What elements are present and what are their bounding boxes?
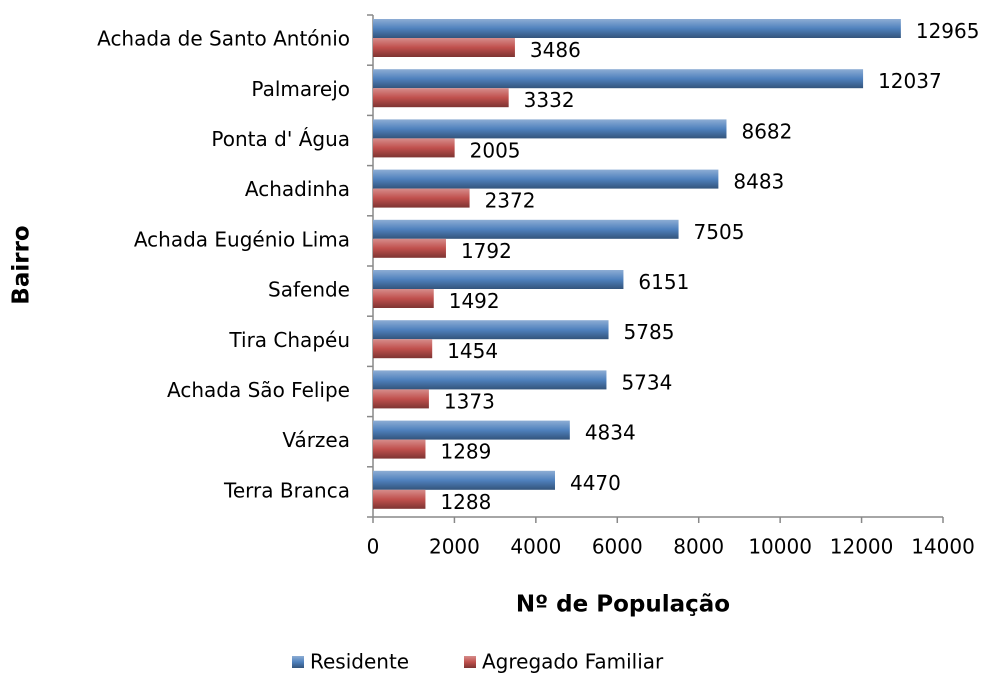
bar	[373, 389, 429, 409]
value-label: 7505	[694, 220, 745, 244]
bar	[373, 370, 607, 390]
bar	[373, 238, 446, 258]
value-label: 1454	[447, 339, 498, 363]
bar	[373, 470, 555, 490]
bar	[373, 188, 470, 208]
x-tick-label: 4000	[510, 535, 561, 559]
y-tick-label: Achada de Santo António	[97, 27, 350, 51]
bar	[373, 289, 434, 308]
value-label: 2005	[470, 138, 521, 162]
x-tick-label: 12000	[830, 535, 894, 559]
value-label: 1289	[440, 440, 491, 464]
bar	[373, 339, 433, 359]
bar	[373, 439, 426, 459]
value-label: 6151	[638, 270, 689, 294]
legend-label: Agregado Familiar	[482, 650, 664, 674]
y-tick-label: Safende	[268, 278, 350, 302]
bar	[373, 270, 624, 289]
y-tick-label: Palmarejo	[251, 77, 350, 101]
y-tick-label: Ponta d' Água	[211, 127, 350, 151]
value-label: 1373	[444, 389, 495, 413]
y-tick-label: Achada Eugénio Lima	[134, 227, 350, 251]
value-label: 12965	[916, 19, 980, 43]
x-tick-label: 8000	[673, 535, 724, 559]
x-tick-label: 0	[367, 535, 380, 559]
value-label: 4470	[570, 471, 621, 495]
value-label: 1492	[449, 289, 500, 313]
value-label: 3486	[530, 38, 581, 62]
value-label: 12037	[878, 69, 942, 93]
legend-swatch	[464, 656, 476, 668]
y-axis-title: Bairro	[9, 225, 35, 304]
legend-label: Residente	[310, 650, 409, 674]
value-label: 1288	[440, 490, 491, 514]
x-tick-label: 10000	[748, 535, 812, 559]
x-axis-title: Nº de População	[516, 592, 730, 618]
bar	[373, 88, 509, 108]
legend-swatch	[292, 656, 304, 668]
bar	[373, 320, 609, 340]
y-tick-label: Terra Branca	[223, 478, 350, 502]
y-tick-label: Tira Chapéu	[228, 328, 350, 352]
x-tick-label: 14000	[911, 535, 975, 559]
bar	[373, 38, 515, 57]
value-label: 1792	[461, 239, 512, 263]
bar	[373, 169, 719, 189]
value-label: 8483	[733, 170, 784, 194]
value-label: 3332	[524, 88, 575, 112]
value-label: 5785	[624, 320, 675, 344]
y-tick-label: Várzea	[282, 428, 350, 452]
value-label: 4834	[585, 421, 636, 445]
value-label: 2372	[485, 189, 536, 213]
x-tick-label: 2000	[429, 535, 480, 559]
value-label: 5734	[621, 370, 672, 394]
bar	[373, 119, 727, 139]
y-tick-label: Achada São Felipe	[167, 378, 350, 402]
bar	[373, 138, 455, 158]
bar	[373, 420, 570, 440]
bar	[373, 69, 864, 89]
bar	[373, 219, 679, 239]
x-tick-label: 6000	[592, 535, 643, 559]
bar	[373, 19, 901, 38]
bar	[373, 489, 426, 509]
y-tick-label: Achadinha	[245, 177, 350, 201]
value-label: 8682	[741, 119, 792, 143]
